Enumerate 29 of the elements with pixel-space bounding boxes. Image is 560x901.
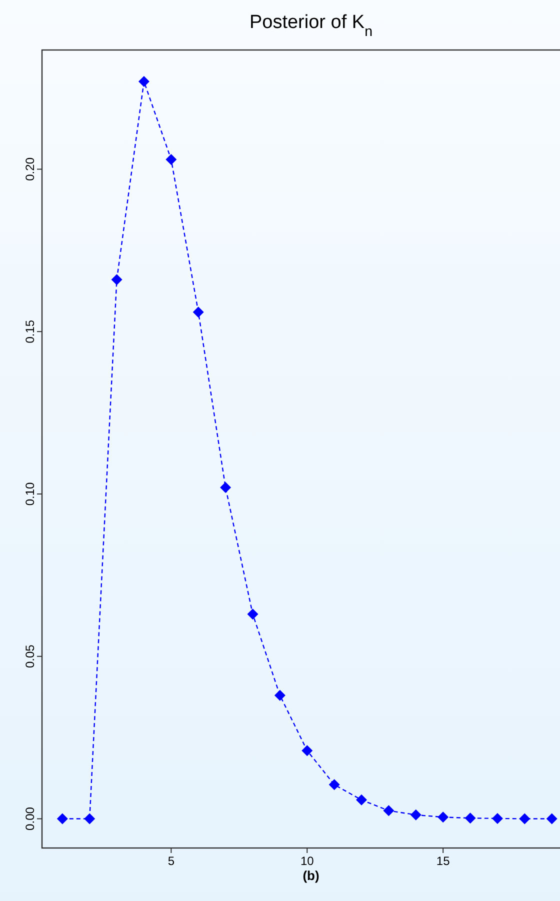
point bbox=[519, 813, 530, 824]
point bbox=[410, 809, 422, 820]
y-tick-label: 0.00 bbox=[23, 806, 37, 830]
x-tick-label: 10 bbox=[300, 854, 314, 868]
point bbox=[84, 813, 96, 824]
point bbox=[138, 76, 150, 88]
point bbox=[274, 690, 286, 701]
point bbox=[166, 154, 177, 165]
y-tick-label: 0.15 bbox=[23, 320, 37, 344]
x-tick-label: 5 bbox=[168, 854, 175, 868]
x-tick-label: 15 bbox=[436, 854, 450, 868]
point bbox=[328, 779, 340, 790]
point bbox=[302, 745, 313, 756]
point bbox=[56, 813, 68, 824]
point bbox=[492, 812, 503, 824]
x-axis-title: (b) bbox=[302, 868, 320, 883]
y-tick-label: 0.05 bbox=[23, 644, 37, 668]
chart-title: Posterior of K$_{n}$ bbox=[249, 12, 373, 40]
point bbox=[546, 813, 558, 824]
y-tick-label: 0.20 bbox=[23, 157, 37, 181]
point bbox=[438, 812, 449, 823]
point bbox=[383, 805, 394, 816]
point bbox=[356, 794, 367, 806]
y-tick-label: 0.10 bbox=[23, 482, 37, 506]
point bbox=[192, 306, 204, 318]
point bbox=[111, 274, 122, 286]
point bbox=[247, 608, 258, 620]
point bbox=[220, 482, 232, 493]
point bbox=[464, 812, 476, 824]
